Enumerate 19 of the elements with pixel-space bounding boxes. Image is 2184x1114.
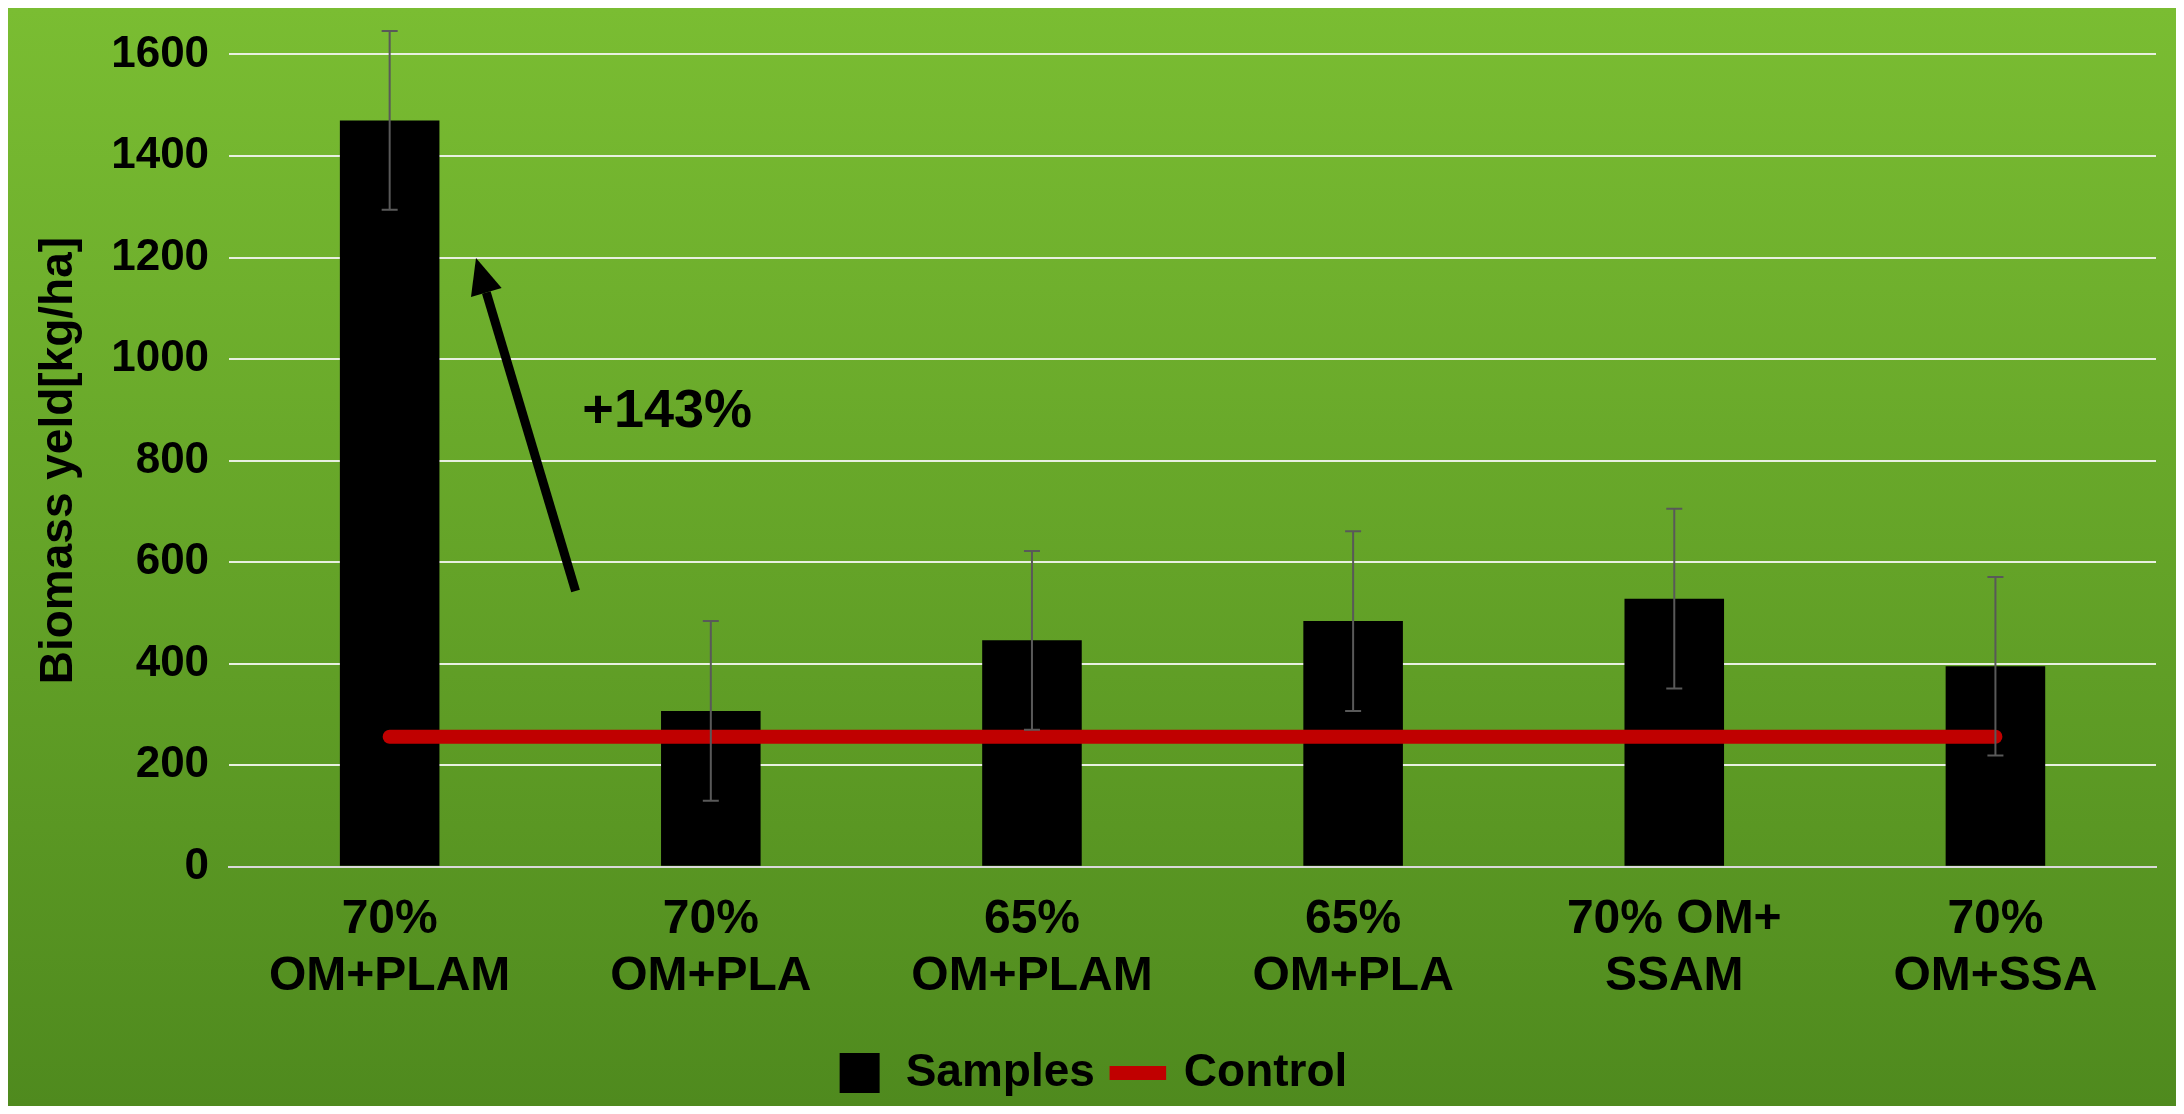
y-tick-label: 1000 bbox=[111, 331, 210, 381]
y-tick-label: 0 bbox=[184, 838, 210, 888]
y-axis-title: Biomass yeld[kg/ha] bbox=[30, 236, 83, 685]
annotation: +143% bbox=[582, 377, 753, 438]
x-tick-label: 70% OM+SSA bbox=[1893, 889, 2098, 1001]
x-tick-label: 65% OM+PLA bbox=[1252, 889, 1454, 1001]
y-tick-label: 800 bbox=[135, 432, 210, 482]
x-tick-label: 70% OM+PLA bbox=[610, 889, 812, 1001]
y-tick-label: 1400 bbox=[111, 128, 210, 178]
x-tick-label: 70% OM+PLAM bbox=[268, 889, 511, 1001]
y-tick-label: 200 bbox=[135, 737, 210, 787]
x-tick-label: 70% OM+ SSAM bbox=[1566, 889, 1782, 1001]
legend-label: Samples bbox=[905, 1043, 1095, 1096]
y-tick-label: 400 bbox=[135, 635, 210, 685]
legend-label: Control bbox=[1183, 1043, 1348, 1096]
y-tick-label: 1200 bbox=[111, 229, 210, 279]
y-tick-label: 1600 bbox=[111, 26, 210, 76]
x-tick-label: 65% OM+PLAM bbox=[911, 889, 1153, 1001]
y-tick-label: 600 bbox=[135, 534, 210, 584]
